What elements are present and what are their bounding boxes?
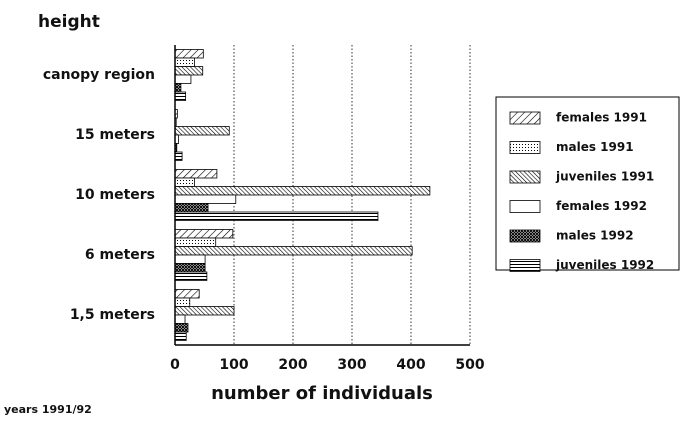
bar (174, 297, 191, 307)
x-tick-label: 400 (396, 357, 425, 373)
y-tick-label: 15 meters (75, 127, 155, 143)
bar (174, 194, 237, 204)
bar (174, 74, 192, 84)
legend-swatch (509, 200, 541, 213)
footnote: years 1991/92 (4, 403, 92, 416)
legend-label: males 1991 (556, 140, 634, 154)
bar (174, 323, 189, 333)
legend-box (495, 96, 680, 271)
bar (174, 186, 431, 196)
legend-swatch (509, 170, 541, 184)
bar (174, 254, 206, 264)
bar (174, 177, 195, 187)
bar (174, 49, 204, 59)
bar (174, 211, 379, 221)
bar (174, 246, 413, 256)
legend-label: males 1992 (556, 229, 634, 243)
x-tick-label: 0 (170, 357, 180, 373)
bar (174, 151, 183, 161)
bar (174, 91, 187, 101)
legend-swatch (509, 259, 541, 272)
legend-swatch (509, 229, 541, 243)
bar (174, 237, 217, 247)
bar (174, 289, 200, 299)
bar (174, 229, 234, 239)
legend-label: juveniles 1991 (555, 170, 654, 184)
bar (174, 83, 182, 93)
bar (174, 57, 195, 67)
bar (174, 169, 218, 179)
y-tick-label: 10 meters (75, 187, 155, 203)
legend-label: juveniles 1992 (555, 258, 654, 272)
bar (174, 66, 204, 76)
x-tick-label: 200 (278, 357, 307, 373)
x-tick-label: 100 (219, 357, 248, 373)
y-tick-label: 6 meters (85, 247, 155, 263)
legend-label: females 1992 (556, 199, 647, 213)
legend-swatch (509, 111, 541, 125)
bar (174, 306, 235, 316)
y-tick-label: 1,5 meters (70, 307, 155, 323)
bar (174, 314, 186, 324)
legend-label: females 1991 (556, 111, 647, 125)
x-axis-label: number of individuals (211, 383, 433, 404)
x-tick-label: 300 (337, 357, 366, 373)
bar (174, 271, 208, 281)
bar (174, 126, 230, 136)
x-tick-label: 500 (455, 357, 484, 373)
y-tick-label: canopy region (43, 67, 155, 83)
y-axis-label: height (38, 12, 100, 32)
bar (174, 203, 209, 213)
bar (174, 263, 206, 273)
bar (174, 331, 187, 341)
legend-swatch (509, 141, 541, 154)
